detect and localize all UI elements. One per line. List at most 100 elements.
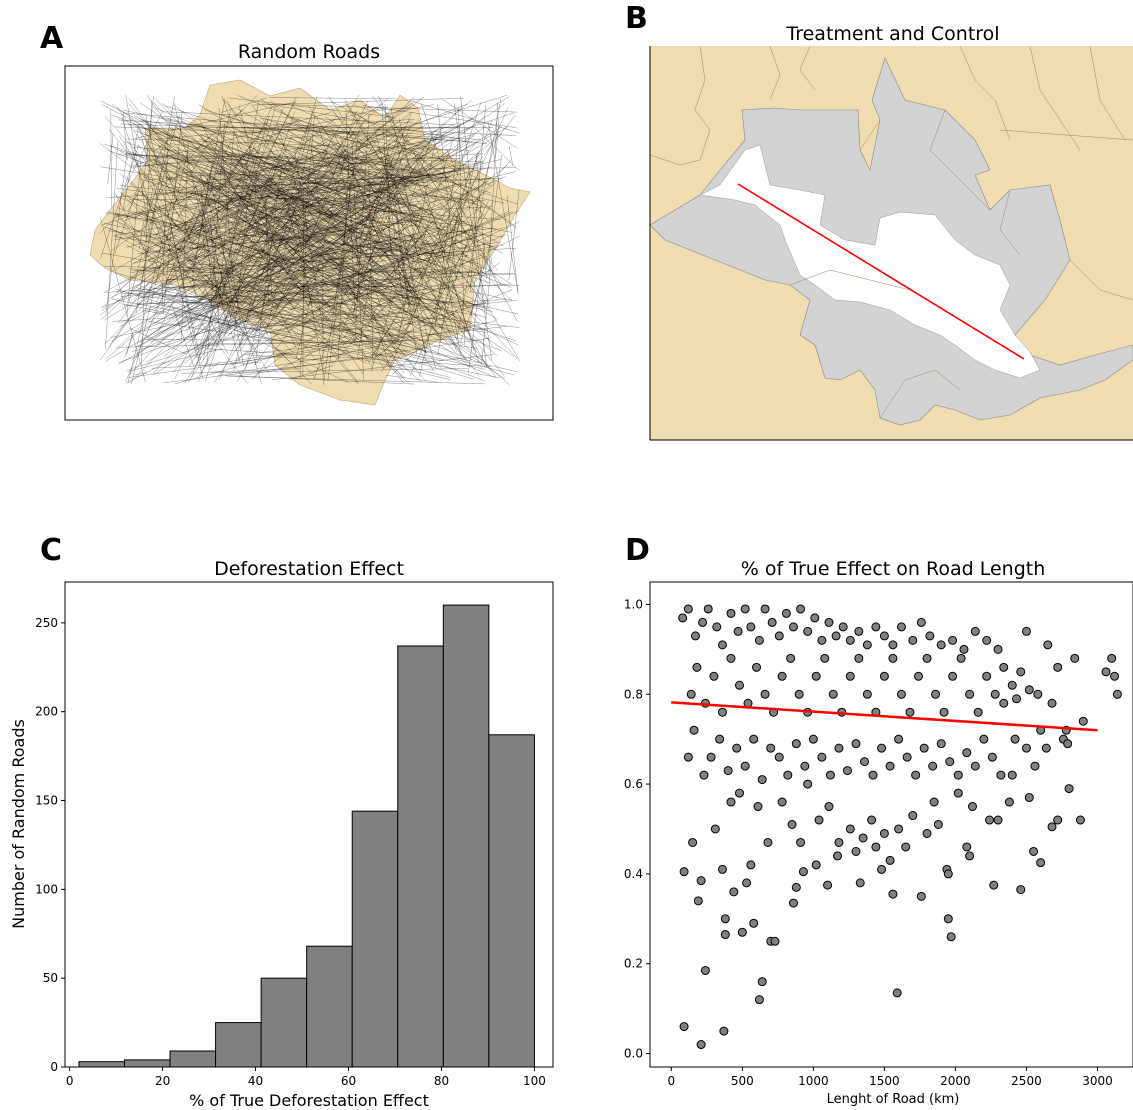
random-road xyxy=(325,116,467,224)
y-tick-label: 0.0 xyxy=(624,1047,643,1061)
random-road xyxy=(183,274,362,339)
scatter-point xyxy=(686,689,696,699)
random-road xyxy=(342,131,441,271)
random-road xyxy=(109,228,254,300)
random-road xyxy=(228,246,241,324)
random-road xyxy=(136,211,502,352)
random-road xyxy=(327,181,352,382)
random-road xyxy=(154,135,175,152)
random-road xyxy=(270,100,379,200)
random-road xyxy=(280,199,314,295)
random-road xyxy=(205,348,491,367)
scatter-point xyxy=(803,779,813,789)
random-road xyxy=(453,103,492,360)
scatter-point xyxy=(939,707,949,717)
panel-c-ylabel: Number of Random Roads xyxy=(9,719,28,929)
random-road xyxy=(269,289,297,349)
panel-b-label: B xyxy=(625,1,648,36)
random-road xyxy=(188,154,326,368)
scatter-point xyxy=(1047,698,1057,708)
random-road xyxy=(164,105,438,197)
random-road xyxy=(124,110,163,189)
random-road xyxy=(275,216,296,233)
random-road xyxy=(331,247,516,260)
random-road xyxy=(254,273,486,308)
random-road xyxy=(238,198,416,263)
random-road xyxy=(286,212,397,343)
random-road xyxy=(191,174,233,312)
random-road xyxy=(186,173,313,226)
random-road xyxy=(192,278,196,296)
random-road xyxy=(206,144,408,339)
random-road xyxy=(326,176,365,221)
random-road xyxy=(119,167,423,327)
random-road xyxy=(107,132,114,185)
y-tick-label: 0.4 xyxy=(624,867,643,881)
scatter-point xyxy=(862,689,872,699)
random-road xyxy=(118,154,481,365)
random-road xyxy=(166,178,410,200)
scatter-point xyxy=(734,680,744,690)
random-road xyxy=(337,279,445,345)
random-road xyxy=(293,119,417,214)
random-road xyxy=(125,153,416,181)
random-road xyxy=(126,223,204,248)
scatter-point xyxy=(817,635,827,645)
random-road xyxy=(329,152,373,175)
random-road xyxy=(132,157,272,167)
random-road xyxy=(192,200,426,228)
x-tick-label: 0 xyxy=(667,1074,675,1088)
random-road xyxy=(214,134,246,183)
random-road xyxy=(111,139,444,342)
random-road xyxy=(293,326,373,338)
random-road xyxy=(183,175,252,225)
random-road xyxy=(138,254,269,343)
scatter-point xyxy=(1047,822,1057,832)
random-road xyxy=(301,141,477,353)
random-road xyxy=(307,186,486,201)
random-road xyxy=(210,181,488,339)
scatter-point xyxy=(1053,662,1063,672)
random-road xyxy=(233,200,249,339)
scatter-point xyxy=(888,889,898,899)
random-road xyxy=(213,152,367,384)
random-road xyxy=(187,263,517,275)
random-road xyxy=(127,348,223,372)
random-road xyxy=(141,100,153,366)
random-road xyxy=(322,127,448,281)
random-road xyxy=(212,223,273,345)
random-road xyxy=(213,145,374,369)
random-road xyxy=(227,375,485,385)
random-road xyxy=(188,141,400,344)
random-road xyxy=(180,227,227,268)
random-road xyxy=(106,268,426,293)
random-road xyxy=(173,244,500,314)
scatter-point xyxy=(796,837,806,847)
random-road xyxy=(413,151,475,352)
random-road xyxy=(470,245,491,316)
scatter-point xyxy=(838,622,848,632)
random-road xyxy=(395,199,456,337)
random-road xyxy=(409,207,418,221)
random-road xyxy=(366,234,425,296)
random-road xyxy=(260,181,432,186)
random-road xyxy=(331,136,462,164)
random-road xyxy=(362,182,407,206)
random-road xyxy=(101,104,144,127)
random-road xyxy=(126,333,133,355)
random-road xyxy=(237,337,490,377)
random-road xyxy=(130,211,408,274)
scatter-point xyxy=(824,617,834,627)
scatter-point xyxy=(860,757,870,767)
random-road xyxy=(164,118,300,209)
random-road xyxy=(123,191,313,385)
random-road xyxy=(394,194,457,352)
random-road xyxy=(123,112,487,144)
random-road xyxy=(375,222,442,343)
scatter-point xyxy=(810,613,820,623)
random-road xyxy=(101,160,364,311)
random-road xyxy=(240,126,481,140)
random-road xyxy=(173,104,425,304)
scatter-point xyxy=(1021,626,1031,636)
random-road xyxy=(235,288,485,381)
